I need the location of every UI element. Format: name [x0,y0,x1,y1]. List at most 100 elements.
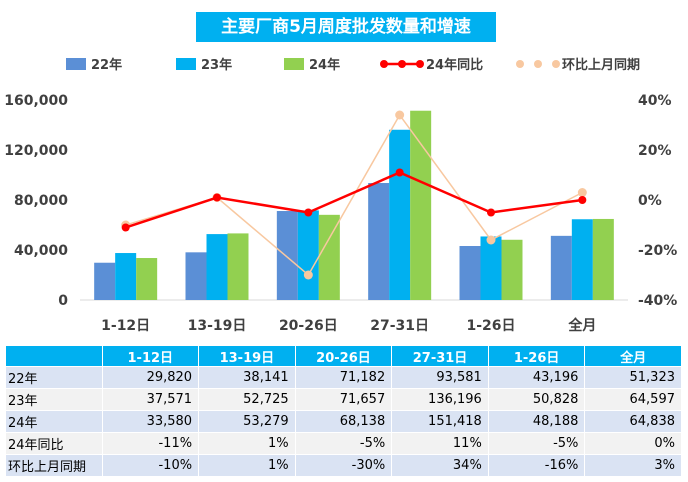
table-cell: 71,657 [295,388,393,411]
legend-swatch-24年 [284,58,304,70]
table-header-cell: 全月 [584,346,682,367]
bar-24年 [592,218,614,300]
x-tick-label: 20-26日 [279,318,338,334]
table-cell: -16% [488,454,586,476]
table-row-label: 24年同比 [6,432,103,455]
table-cell: 51,323 [584,366,682,389]
table-row-label: 23年 [6,388,103,411]
point-24年同比 [213,193,221,202]
table-cell: 53,279 [198,410,296,433]
table-header-cell: 1-26日 [488,346,586,367]
table-cell: -10% [102,454,200,476]
y-left-tick-label: 80,000 [14,193,68,209]
table-cell: 11% [391,432,489,455]
table-cell: 1% [198,432,296,455]
table-cell: 0% [584,432,682,455]
legend-label: 23年 [201,57,232,73]
point-环比上月同期 [577,188,587,197]
bar-24年 [501,239,523,300]
y-right-tick-label: -20% [638,243,677,259]
table-cell: 3% [584,454,682,476]
legend-label: 24年同比 [426,57,483,73]
bar-24年 [136,258,158,300]
point-24年同比 [487,208,495,217]
bar-22年 [94,262,116,300]
point-24年同比 [304,208,313,217]
bar-22年 [368,183,390,300]
legend-label: 24年 [309,57,340,73]
bar-23年 [115,253,137,300]
data-table: 1-12日 13-19日 20-26日 27-31日 1-26日 全月 22年 29,820… [6,346,682,476]
bar-24年 [227,233,249,300]
table-cell: 37,571 [102,388,200,411]
table-cell: 136,196 [391,388,489,411]
table-cell: 33,580 [102,410,200,433]
bar-22年 [459,246,481,300]
bar-23年 [206,234,228,300]
y-left-tick-label: 120,000 [4,143,68,159]
bar-23年 [389,129,411,300]
y-right-tick-label: 20% [638,143,672,159]
table-cell: 151,418 [391,410,489,433]
table-row: 24年同比 -11% 1% -5% 11% -5% 0% [6,432,682,455]
point-环比上月同期 [303,270,313,280]
table-row-label: 22年 [6,366,103,389]
table-cell: -30% [295,454,393,476]
table-cell: 38,141 [198,366,296,389]
table-cell: -5% [488,432,586,455]
chart-title: 主要厂商5月周度批发数量和增速 [196,12,496,42]
legend-swatch-23年 [176,58,196,70]
y-right-tick-label: -40% [638,293,677,309]
table-cell: -11% [102,432,200,455]
table-header-cell: 13-19日 [198,346,296,367]
legend-marker-24年同比 [398,60,406,68]
point-24年同比 [121,223,130,232]
table-cell: 93,581 [391,366,489,389]
bar-24年 [318,214,340,300]
legend-marker-环比上月同期 [552,60,560,68]
point-环比上月同期 [395,110,405,120]
table-cell: 1% [198,454,296,476]
bar-23年 [480,236,502,300]
point-环比上月同期 [486,235,496,245]
x-tick-label: 全月 [567,317,596,334]
table-row: 22年 29,820 38,141 71,182 93,581 43,196 51,323 [6,366,682,389]
table-row: 23年 37,571 52,725 71,657 136,196 50,828 64,597 [6,388,682,411]
table-header-cell: 27-31日 [391,346,489,367]
table-header-cell [6,346,103,367]
table-cell: 50,828 [488,388,586,411]
table-cell: 71,182 [295,366,393,389]
legend-marker-环比上月同期 [534,60,542,68]
point-24年同比 [395,168,404,177]
x-tick-label: 13-19日 [188,318,247,334]
table-cell: 52,725 [198,388,296,411]
y-left-tick-label: 160,000 [4,93,68,109]
legend-label: 环比上月同期 [562,57,640,73]
x-tick-label: 1-26日 [466,318,515,334]
table-header-cell: 20-26日 [295,346,393,367]
table-row: 24年 33,580 53,279 68,138 151,418 48,188 64,838 [6,410,682,433]
table-cell: 29,820 [102,366,200,389]
table-cell: 43,196 [488,366,586,389]
x-tick-label: 27-31日 [370,318,429,334]
line-24年同比 [125,171,583,229]
table-row-label: 环比上月同期 [6,454,103,476]
table-cell: 68,138 [295,410,393,433]
bar-22年 [550,235,572,300]
table-cell: 64,838 [584,410,682,433]
table-cell: 34% [391,454,489,476]
bar-22年 [276,211,298,300]
y-left-tick-label: 40,000 [14,243,68,259]
legend-label: 22年 [91,57,122,73]
point-24年同比 [578,196,587,204]
table-header-row: 1-12日 13-19日 20-26日 27-31日 1-26日 全月 [6,346,682,367]
bar-23年 [297,210,319,300]
bar-22年 [185,252,207,300]
table-row: 环比上月同期 -10% 1% -30% 34% -16% 3% [6,454,682,476]
chart-plot: 0 40,000 80,000 120,000 160,000 -40% -20% 0% 20%… [4,57,677,334]
legend-marker-24年同比 [416,60,424,68]
table-row-label: 24年 [6,410,103,433]
table-cell: 64,597 [584,388,682,411]
y-left-tick-label: 0 [58,293,68,309]
